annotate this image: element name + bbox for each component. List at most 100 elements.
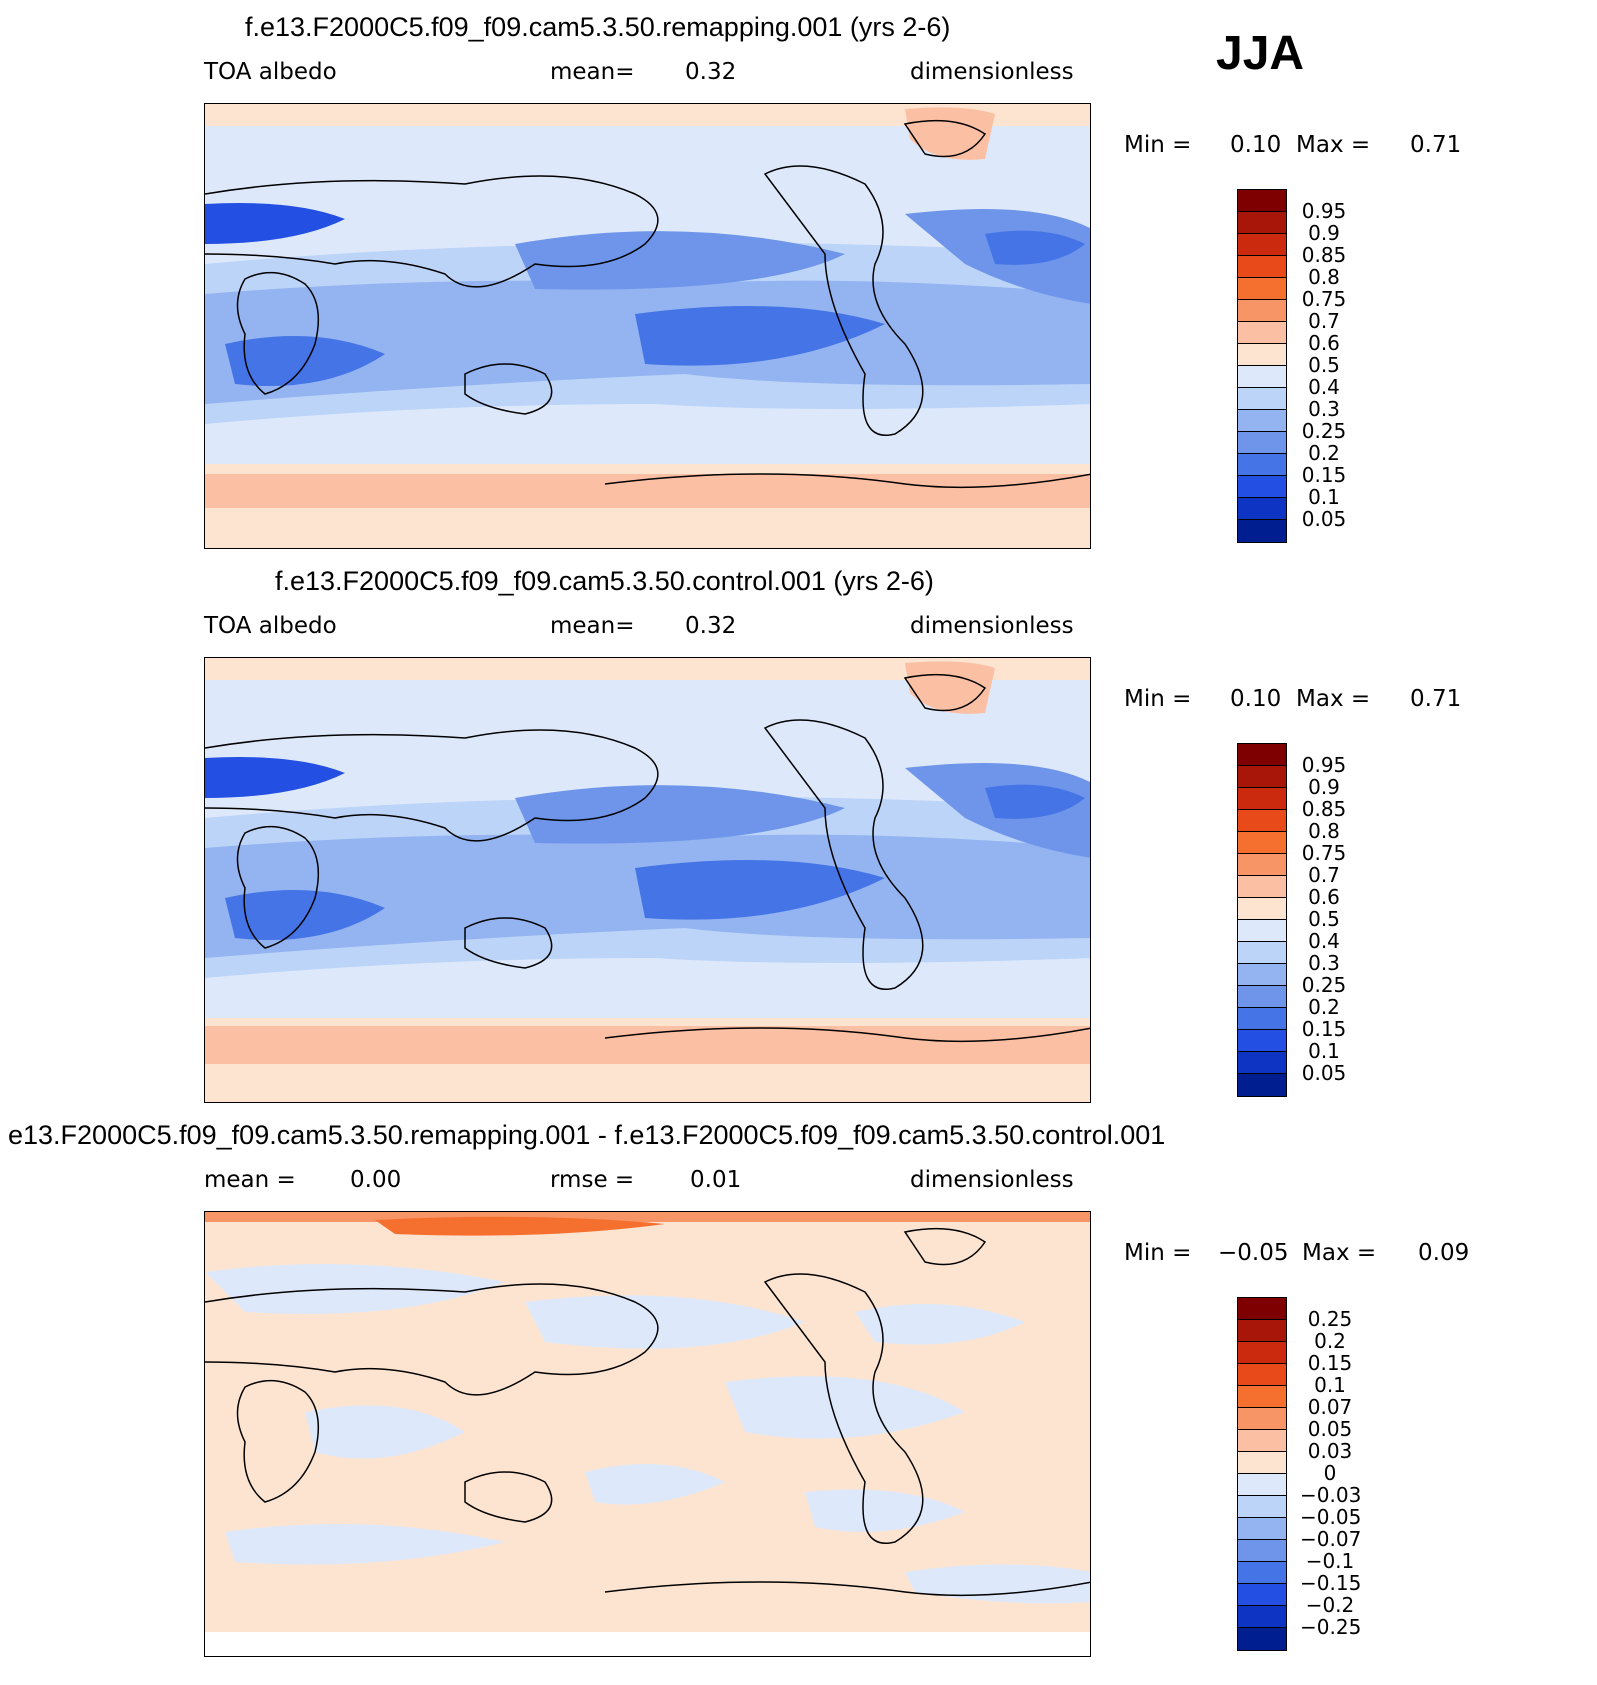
colorbar-box — [1238, 190, 1286, 212]
panel-1-title: f.e13.F2000C5.f09_f09.cam5.3.50.remappin… — [245, 12, 951, 42]
panel-3-colorbar — [1237, 1297, 1287, 1651]
colorbar-box — [1238, 1364, 1286, 1386]
colorbar-box — [1238, 410, 1286, 432]
panel-2-max-value: 0.71 — [1410, 686, 1462, 712]
panel-3-map-svg — [205, 1212, 1090, 1656]
colorbar-box — [1238, 1408, 1286, 1430]
colorbar-box — [1238, 1540, 1286, 1562]
panel-3-rmse-value: 0.01 — [690, 1167, 742, 1193]
panel-3-min-value: −0.05 — [1218, 1240, 1289, 1266]
colorbar-tick-label: 0.25 — [1301, 419, 1347, 443]
panel-2-max-label: Max = — [1296, 686, 1371, 712]
panel-2-mean-label: mean= — [550, 613, 635, 639]
colorbar-tick-label: 0.8 — [1308, 265, 1340, 289]
colorbar-box — [1238, 898, 1286, 920]
panel-2-map — [204, 657, 1091, 1103]
colorbar-box — [1238, 1298, 1286, 1320]
colorbar-box — [1238, 766, 1286, 788]
panel-2-map-svg — [205, 658, 1090, 1102]
colorbar-tick-label: 0.7 — [1308, 309, 1340, 333]
colorbar-box — [1238, 1430, 1286, 1452]
colorbar-box — [1238, 1496, 1286, 1518]
colorbar-box — [1238, 432, 1286, 454]
colorbar-box — [1238, 788, 1286, 810]
colorbar-box — [1238, 1606, 1286, 1628]
panel-3-min-label: Min = — [1124, 1240, 1192, 1266]
panel-1-variable-label: TOA albedo — [204, 59, 337, 85]
colorbar-box — [1238, 986, 1286, 1008]
colorbar-box — [1238, 1474, 1286, 1496]
colorbar-tick-label: 0.4 — [1308, 929, 1340, 953]
colorbar-tick-label: 0.1 — [1308, 1039, 1340, 1063]
colorbar-box — [1238, 1052, 1286, 1074]
colorbar-tick-label: 0.5 — [1308, 353, 1340, 377]
panel-1-colorbar — [1237, 189, 1287, 543]
colorbar-tick-label: 0.75 — [1301, 841, 1347, 865]
colorbar-tick-label: 0.03 — [1307, 1439, 1353, 1463]
panel-3-rmse-label: rmse = — [550, 1167, 635, 1193]
colorbar-box — [1238, 1562, 1286, 1584]
colorbar-box — [1238, 278, 1286, 300]
colorbar-tick-label: −0.03 — [1300, 1483, 1362, 1507]
colorbar-tick-label: 0.3 — [1308, 397, 1340, 421]
panel-2-mean-value: 0.32 — [685, 613, 737, 639]
colorbar-tick-label: 0.05 — [1301, 507, 1347, 531]
colorbar-tick-label: 0.15 — [1301, 463, 1347, 487]
panel-3-max-label: Max = — [1302, 1240, 1377, 1266]
colorbar-tick-label: 0.6 — [1308, 885, 1340, 909]
colorbar-tick-label: 0.1 — [1308, 485, 1340, 509]
colorbar-box — [1238, 920, 1286, 942]
colorbar-tick-label: 0.9 — [1308, 221, 1340, 245]
colorbar-box — [1238, 300, 1286, 322]
colorbar-box — [1238, 832, 1286, 854]
colorbar-tick-label: −0.1 — [1305, 1549, 1355, 1573]
colorbar-box — [1238, 1320, 1286, 1342]
colorbar-tick-label: 0.9 — [1308, 775, 1340, 799]
panel-3-max-value: 0.09 — [1418, 1240, 1470, 1266]
colorbar-box — [1238, 810, 1286, 832]
colorbar-tick-label: 0.85 — [1301, 243, 1347, 267]
colorbar-box — [1238, 1008, 1286, 1030]
colorbar-tick-label: −0.05 — [1300, 1505, 1362, 1529]
panel-2-units-label: dimensionless — [910, 613, 1074, 639]
colorbar-tick-label: 0.15 — [1307, 1351, 1353, 1375]
colorbar-box — [1238, 744, 1286, 766]
colorbar-tick-label: 0.1 — [1314, 1373, 1346, 1397]
colorbar-tick-label: 0.75 — [1301, 287, 1347, 311]
panel-1-mean-value: 0.32 — [685, 59, 737, 85]
panel-2-colorbar — [1237, 743, 1287, 1097]
colorbar-box — [1238, 1628, 1286, 1650]
colorbar-tick-label: −0.15 — [1300, 1571, 1362, 1595]
panel-1-map — [204, 103, 1091, 549]
panel-1-min-value: 0.10 — [1230, 132, 1282, 158]
colorbar-tick-label: −0.2 — [1305, 1593, 1355, 1617]
panel-1-mean-label: mean= — [550, 59, 635, 85]
colorbar-box — [1238, 498, 1286, 520]
colorbar-tick-label: 0.07 — [1307, 1395, 1353, 1419]
panel-3-mean-value: 0.00 — [350, 1167, 402, 1193]
panel-1-min-label: Min = — [1124, 132, 1192, 158]
colorbar-tick-label: 0.05 — [1301, 1061, 1347, 1085]
panel-1-units-label: dimensionless — [910, 59, 1074, 85]
colorbar-box — [1238, 344, 1286, 366]
colorbar-box — [1238, 366, 1286, 388]
panel-1-max-label: Max = — [1296, 132, 1371, 158]
panel-2-min-value: 0.10 — [1230, 686, 1282, 712]
panel-2-title: f.e13.F2000C5.f09_f09.cam5.3.50.control.… — [275, 566, 934, 596]
colorbar-tick-label: 0.15 — [1301, 1017, 1347, 1041]
panel-1-map-svg — [205, 104, 1090, 548]
colorbar-tick-label: 0.25 — [1301, 973, 1347, 997]
colorbar-box — [1238, 1518, 1286, 1540]
colorbar-tick-label: 0.85 — [1301, 797, 1347, 821]
colorbar-box — [1238, 1074, 1286, 1096]
panel-2-variable-label: TOA albedo — [204, 613, 337, 639]
colorbar-tick-label: 0.8 — [1308, 819, 1340, 843]
colorbar-tick-label: 0.05 — [1307, 1417, 1353, 1441]
season-label: JJA — [1216, 27, 1305, 80]
colorbar-tick-label: −0.07 — [1300, 1527, 1362, 1551]
panel-3-units-label: dimensionless — [910, 1167, 1074, 1193]
colorbar-box — [1238, 256, 1286, 278]
colorbar-tick-label: 0.5 — [1308, 907, 1340, 931]
panel-3-mean-label: mean = — [204, 1167, 296, 1193]
colorbar-box — [1238, 964, 1286, 986]
